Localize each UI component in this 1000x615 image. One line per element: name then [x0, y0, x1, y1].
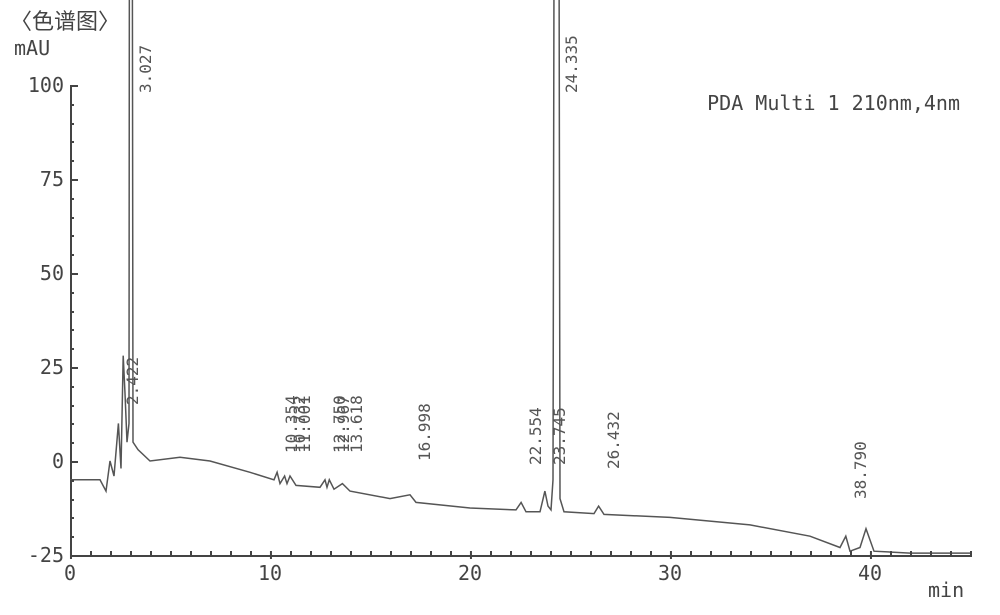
x-tick-minor [290, 551, 292, 555]
y-tick-minor [70, 329, 74, 331]
x-tick-minor [370, 551, 372, 555]
x-tick-minor [390, 551, 392, 555]
y-tick-minor [70, 292, 74, 294]
x-tick-minor [530, 551, 532, 555]
y-tick-minor [70, 254, 74, 256]
x-tick-minor [570, 551, 572, 555]
peak-label: 22.554 [526, 407, 545, 465]
x-tick-minor [310, 551, 312, 555]
chart-title: 〈色谱图〉 [10, 4, 120, 36]
x-tick-minor [190, 551, 192, 555]
y-tick-minor [70, 235, 74, 237]
peak-label: 3.027 [136, 44, 155, 92]
x-tick-minor [90, 551, 92, 555]
y-tick-label: 100 [24, 73, 64, 97]
y-tick-minor [70, 123, 74, 125]
x-tick-minor [210, 551, 212, 555]
x-tick-minor [410, 551, 412, 555]
y-tick-minor [70, 423, 74, 425]
x-tick-minor [510, 551, 512, 555]
peak-label: 26.432 [604, 411, 623, 469]
x-tick-minor [930, 551, 932, 555]
peak-label: 24.335 [562, 35, 581, 93]
peak-label: 11.001 [295, 396, 314, 454]
y-axis-unit: mAU [14, 36, 50, 60]
y-tick-minor [70, 311, 74, 313]
chromatogram-trace [70, 85, 970, 555]
y-tick-label: -25 [24, 543, 64, 567]
y-tick-minor [70, 160, 74, 162]
x-tick-minor [630, 551, 632, 555]
y-tick-minor [70, 442, 74, 444]
x-tick-minor [890, 551, 892, 555]
x-tick-minor [650, 551, 652, 555]
x-tick-minor [910, 551, 912, 555]
x-tick-minor [110, 551, 112, 555]
x-tick-minor [810, 551, 812, 555]
x-tick-minor [550, 551, 552, 555]
x-tick-minor [150, 551, 152, 555]
x-tick-label: 10 [258, 561, 282, 585]
x-tick-minor [590, 551, 592, 555]
x-tick-minor [170, 551, 172, 555]
x-tick-minor [230, 551, 232, 555]
y-tick-minor [70, 536, 74, 538]
y-tick-label: 50 [24, 261, 64, 285]
y-tick-minor [70, 104, 74, 106]
x-tick-minor [770, 551, 772, 555]
y-tick-minor [70, 386, 74, 388]
x-tick-minor [850, 551, 852, 555]
peak-label: 2.422 [123, 356, 142, 404]
x-tick-minor [790, 551, 792, 555]
x-tick-label: 20 [458, 561, 482, 585]
x-tick-minor [610, 551, 612, 555]
peak-label: 16.998 [415, 403, 434, 461]
x-tick-minor [950, 551, 952, 555]
x-tick-label: 30 [658, 561, 682, 585]
y-tick-minor [70, 499, 74, 501]
x-tick-label: 40 [858, 561, 882, 585]
x-tick-minor [350, 551, 352, 555]
x-tick-minor [430, 551, 432, 555]
y-tick-minor [70, 517, 74, 519]
y-tick-minor [70, 480, 74, 482]
x-tick-minor [830, 551, 832, 555]
x-tick-minor [130, 551, 132, 555]
x-tick-minor [690, 551, 692, 555]
peak-label: 23.745 [550, 407, 569, 465]
y-tick-minor [70, 198, 74, 200]
peak-label: 13.618 [347, 396, 366, 454]
x-axis-unit: min [928, 578, 964, 602]
y-tick-label: 0 [24, 449, 64, 473]
y-tick-minor [70, 217, 74, 219]
y-tick-minor [70, 348, 74, 350]
peak-label: 38.790 [851, 441, 870, 499]
x-tick-label: 0 [64, 561, 76, 585]
y-tick-label: 25 [24, 355, 64, 379]
x-tick-minor [970, 551, 972, 555]
x-tick-minor [330, 551, 332, 555]
x-tick-minor [750, 551, 752, 555]
x-tick-minor [450, 551, 452, 555]
plot-area: PDA Multi 1 210nm,4nm -25025507510001020… [70, 85, 970, 555]
x-tick-minor [250, 551, 252, 555]
x-tick-minor [710, 551, 712, 555]
y-tick-minor [70, 405, 74, 407]
x-tick-minor [490, 551, 492, 555]
y-tick-label: 75 [24, 167, 64, 191]
y-tick-minor [70, 141, 74, 143]
x-tick-minor [730, 551, 732, 555]
